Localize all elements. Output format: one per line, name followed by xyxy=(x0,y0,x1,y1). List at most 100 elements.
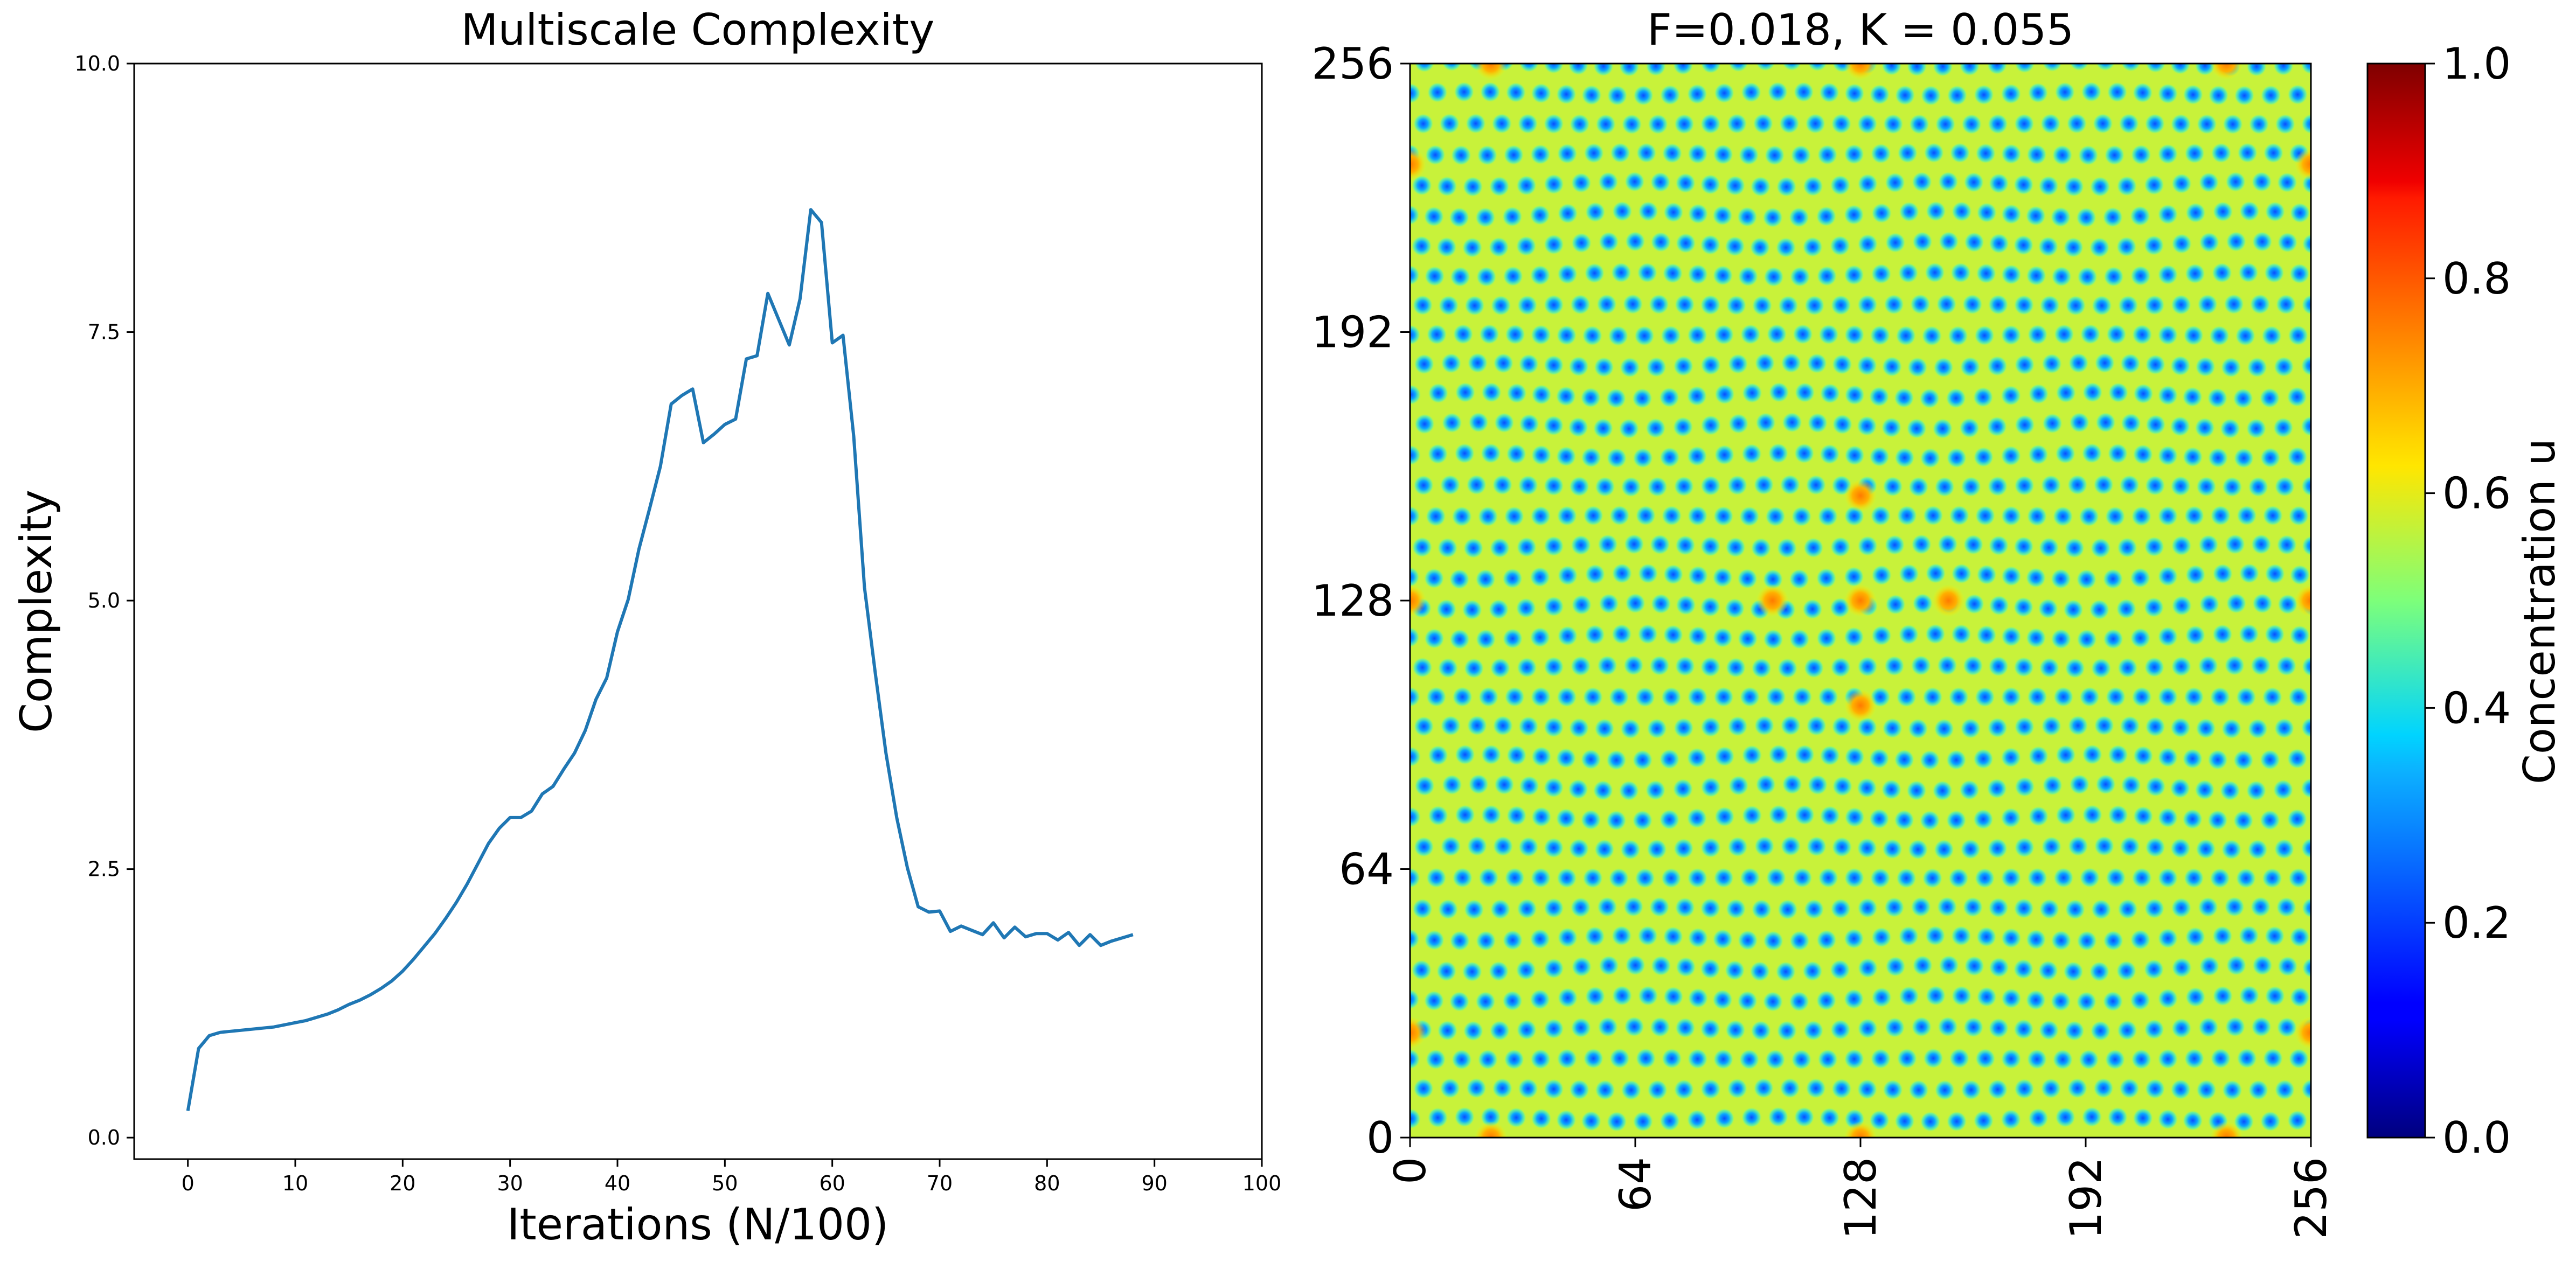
pattern-spot xyxy=(1820,745,1841,766)
pattern-spot xyxy=(2117,657,2138,678)
pattern-spot xyxy=(1489,538,1510,559)
pattern-spot xyxy=(1959,779,1980,800)
bright-spot xyxy=(2295,148,2311,180)
pattern-spot xyxy=(1411,235,1432,256)
pattern-spot xyxy=(2158,23,2178,44)
pattern-spot xyxy=(1871,263,1892,284)
pattern-spot xyxy=(2041,836,2062,857)
pattern-spot xyxy=(1530,506,1551,527)
pattern-spot xyxy=(2314,264,2335,285)
pattern-spot xyxy=(2040,475,2061,496)
pattern-spot xyxy=(1857,355,1878,376)
pattern-spot xyxy=(1777,295,1799,316)
pattern-spot xyxy=(2042,353,2063,374)
pattern-spot xyxy=(2196,718,2216,739)
pattern-spot xyxy=(1899,563,1919,584)
pattern-spot xyxy=(2275,114,2296,135)
pattern-spot xyxy=(1621,1079,1642,1100)
pattern-spot xyxy=(1543,897,1564,918)
pattern-spot xyxy=(2302,535,2311,556)
pattern-spot xyxy=(2239,985,2260,1006)
pattern-spot xyxy=(1762,991,1783,1012)
pattern-spot xyxy=(1427,82,1448,103)
pattern-spot xyxy=(1885,232,1906,253)
pattern-spot xyxy=(1410,627,1420,648)
pattern-spot xyxy=(1911,655,1932,676)
heatmap-spots xyxy=(1374,23,2335,1138)
pattern-spot xyxy=(1934,477,1955,497)
pattern-spot xyxy=(1816,628,1837,649)
pattern-spot xyxy=(1454,1106,1475,1127)
pattern-spot xyxy=(1374,143,1394,164)
pattern-spot xyxy=(2068,353,2089,373)
pattern-spot xyxy=(1856,415,1877,436)
pattern-spot xyxy=(1503,266,1524,287)
pattern-spot xyxy=(1820,383,1841,404)
pattern-spot xyxy=(1543,295,1564,315)
pattern-spot xyxy=(2265,986,2286,1007)
pattern-spot xyxy=(2250,655,2271,676)
pattern-spot xyxy=(1688,988,1709,1008)
pattern-spot xyxy=(1959,417,1980,438)
pattern-spot xyxy=(2210,505,2231,526)
pattern-spot xyxy=(1584,143,1605,164)
pattern-spot xyxy=(1637,262,1658,283)
pattern-spot xyxy=(1636,142,1657,163)
pattern-spot xyxy=(1687,143,1708,164)
pattern-spot xyxy=(1570,294,1591,315)
pattern-spot xyxy=(1557,987,1578,1008)
pattern-spot xyxy=(1462,599,1483,620)
pattern-spot xyxy=(2090,538,2111,559)
pattern-spot xyxy=(2171,233,2192,254)
pattern-spot xyxy=(1713,686,1734,707)
pattern-spot xyxy=(2080,324,2101,345)
pattern-spot xyxy=(2302,233,2311,254)
pattern-spot xyxy=(1516,1019,1537,1040)
pattern-spot xyxy=(2273,64,2294,76)
pattern-spot xyxy=(1976,986,1997,1007)
pattern-spot xyxy=(1818,867,1839,888)
pattern-spot xyxy=(2067,475,2088,496)
pattern-spot xyxy=(1920,1111,1941,1132)
pattern-spot xyxy=(1712,989,1733,1010)
pattern-spot xyxy=(2207,810,2228,831)
pattern-spot xyxy=(2301,64,2311,75)
pattern-spot xyxy=(1438,295,1459,316)
x-tick-label: 90 xyxy=(1141,1172,1167,1195)
pattern-spot xyxy=(2226,231,2247,252)
pattern-spot xyxy=(1502,568,1523,589)
pattern-spot xyxy=(2260,1111,2281,1132)
pattern-spot xyxy=(1789,991,1810,1012)
pattern-spot xyxy=(1580,25,1601,46)
pattern-spot xyxy=(1816,990,1837,1011)
pattern-spot xyxy=(1387,1079,1407,1099)
pattern-spot xyxy=(1883,1079,1904,1100)
pattern-spot xyxy=(2212,563,2233,584)
pattern-spot xyxy=(1976,202,1997,223)
pattern-spot xyxy=(2028,444,2049,465)
pattern-spot xyxy=(2064,176,2085,197)
pattern-spot xyxy=(2026,1049,2047,1070)
pattern-spot xyxy=(1502,206,1523,227)
pattern-spot xyxy=(1645,64,1667,76)
pattern-spot xyxy=(1374,626,1395,646)
pattern-spot xyxy=(1725,898,1746,919)
pattern-spot xyxy=(1633,448,1654,469)
pattern-spot xyxy=(2063,961,2084,982)
pattern-spot xyxy=(2219,780,2240,801)
pattern-spot xyxy=(1727,1078,1748,1099)
pattern-spot xyxy=(1452,506,1473,527)
pattern-spot xyxy=(1946,388,1967,409)
pattern-spot xyxy=(1593,418,1614,439)
pattern-spot xyxy=(1543,64,1564,74)
pattern-spot xyxy=(1768,744,1789,765)
pattern-spot xyxy=(2117,295,2138,316)
pattern-spot xyxy=(1951,563,1972,584)
pattern-spot xyxy=(1725,1020,1746,1041)
pattern-spot xyxy=(2315,83,2335,104)
pattern-spot xyxy=(1491,113,1512,134)
pattern-spot xyxy=(2235,868,2256,889)
pattern-spot xyxy=(2212,925,2233,946)
pattern-spot xyxy=(1612,201,1633,222)
pattern-spot xyxy=(1635,1048,1656,1069)
